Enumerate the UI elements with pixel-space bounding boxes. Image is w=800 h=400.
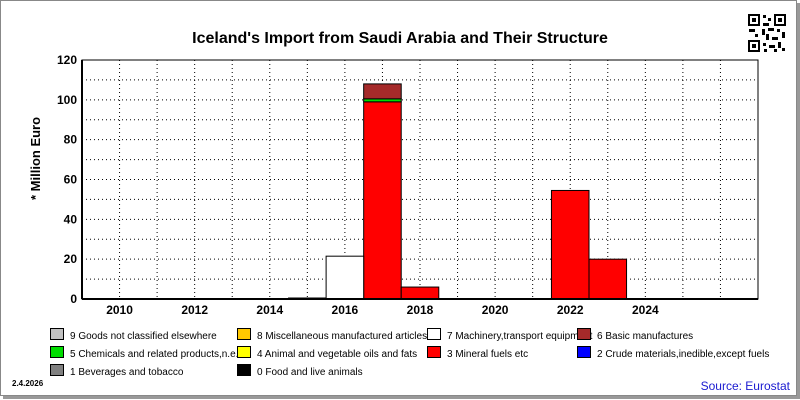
y-tick-label: 0	[70, 292, 77, 306]
legend-label: 5 Chemicals and related products,n.e.s.	[70, 349, 247, 360]
legend-label: 8 Miscellaneous manufactured articles	[257, 331, 428, 342]
legend-item: 5 Chemicals and related products,n.e.s.	[50, 346, 246, 360]
y-tick-label: 20	[64, 252, 78, 266]
bars	[288, 83, 628, 300]
legend-label: 1 Beverages and tobacco	[70, 367, 184, 378]
legend-item: 2 Crude materials,inedible,except fuels	[577, 346, 769, 360]
legend-swatch	[577, 328, 591, 340]
y-tick-label: 80	[64, 133, 78, 147]
x-tick-label: 2022	[557, 303, 584, 317]
x-tick-label: 2010	[106, 303, 133, 317]
legend-swatch	[237, 328, 251, 340]
legend-swatch	[577, 346, 591, 358]
legend-swatch	[427, 328, 441, 340]
bar	[550, 189, 590, 300]
legend-swatch	[427, 346, 441, 358]
legend-swatch	[237, 346, 251, 358]
legend-label: 3 Mineral fuels etc	[447, 349, 529, 360]
legend-item: 9 Goods not classified elsewhere	[50, 328, 217, 342]
x-tick-label: 2024	[632, 303, 659, 317]
y-tick-label: 100	[57, 93, 77, 107]
y-tick-label: 40	[64, 212, 78, 226]
legend-label: 7 Machinery,transport equipment	[447, 331, 593, 342]
chart-title: Iceland's Import from Saudi Arabia and T…	[192, 30, 608, 47]
legend-item: 1 Beverages and tobacco	[50, 364, 183, 378]
grid	[82, 59, 758, 300]
y-tick-label: 60	[64, 173, 78, 187]
legend-swatch	[50, 328, 64, 340]
axes	[81, 59, 759, 300]
legend-swatch	[50, 346, 64, 358]
legend-label: 6 Basic manufactures	[597, 331, 694, 342]
source-link[interactable]: Source: Eurostat	[700, 379, 790, 393]
bar	[400, 286, 440, 300]
legend-item: 8 Miscellaneous manufactured articles	[237, 328, 427, 342]
legend-label: 0 Food and live animals	[257, 367, 363, 378]
legend-swatch	[237, 364, 251, 376]
bar	[363, 101, 402, 300]
legend-item: 0 Food and live animals	[237, 364, 363, 378]
legend-item: 3 Mineral fuels etc	[427, 346, 528, 360]
plot-area	[82, 60, 758, 299]
x-tick-label: 2016	[332, 303, 359, 317]
x-ticks: 2010 2012 2014 2016 2018 2020 2022 2024	[106, 303, 659, 317]
legend-item: 6 Basic manufactures	[577, 328, 693, 342]
x-tick-label: 2012	[181, 303, 208, 317]
y-tick-label: 120	[57, 53, 77, 67]
bar	[588, 258, 628, 300]
qr-code-icon[interactable]	[746, 12, 788, 54]
date-stamp: 2.4.2026	[12, 379, 44, 388]
legend-item: 4 Animal and vegetable oils and fats	[237, 346, 417, 360]
legend-label: 4 Animal and vegetable oils and fats	[257, 349, 418, 360]
legend-label: 9 Goods not classified elsewhere	[70, 331, 217, 342]
x-tick-label: 2020	[482, 303, 509, 317]
legend-label: 2 Crude materials,inedible,except fuels	[597, 349, 770, 360]
bar	[325, 255, 365, 300]
legend-swatch	[50, 364, 64, 376]
x-tick-label: 2014	[256, 303, 283, 317]
x-tick-label: 2018	[407, 303, 434, 317]
y-ticks: 0 20 40 60 80 100 120	[57, 53, 77, 306]
bar	[363, 83, 402, 100]
legend-item: 7 Machinery,transport equipment	[427, 328, 592, 342]
